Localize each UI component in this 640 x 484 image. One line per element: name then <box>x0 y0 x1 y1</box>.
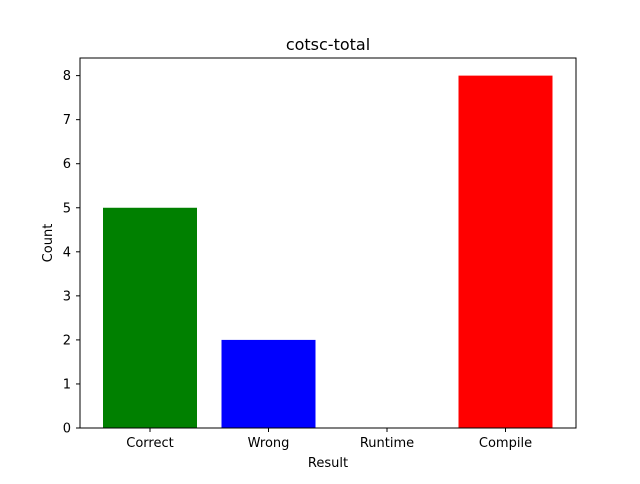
x-axis-label: Result <box>308 456 348 471</box>
x-tick-label: Compile <box>479 436 532 451</box>
y-tick-label: 4 <box>63 245 71 260</box>
y-tick-label: 0 <box>63 422 71 437</box>
bar-compile <box>458 75 553 428</box>
y-tick-label: 7 <box>63 113 71 128</box>
y-tick-label: 6 <box>63 157 71 172</box>
bars-layer <box>103 75 553 428</box>
x-tick-label: Correct <box>126 436 173 451</box>
chart-title: cotsc-total <box>286 35 370 54</box>
y-tick-label: 3 <box>63 289 71 304</box>
y-axis-ticks: 0 1 2 3 4 5 6 7 8 <box>63 69 80 437</box>
y-tick-label: 8 <box>63 69 71 84</box>
plot-frame <box>79 57 577 429</box>
x-tick-label: Runtime <box>360 436 414 451</box>
x-axis-ticks: Correct Wrong Runtime Compile <box>126 428 532 451</box>
bar-wrong <box>221 339 316 428</box>
y-tick-label: 2 <box>63 333 71 348</box>
bar-correct <box>103 207 197 428</box>
x-tick-label: Wrong <box>248 436 290 451</box>
y-axis-label: Count <box>41 224 56 263</box>
y-tick-label: 5 <box>63 201 71 216</box>
y-tick-label: 1 <box>63 377 71 392</box>
